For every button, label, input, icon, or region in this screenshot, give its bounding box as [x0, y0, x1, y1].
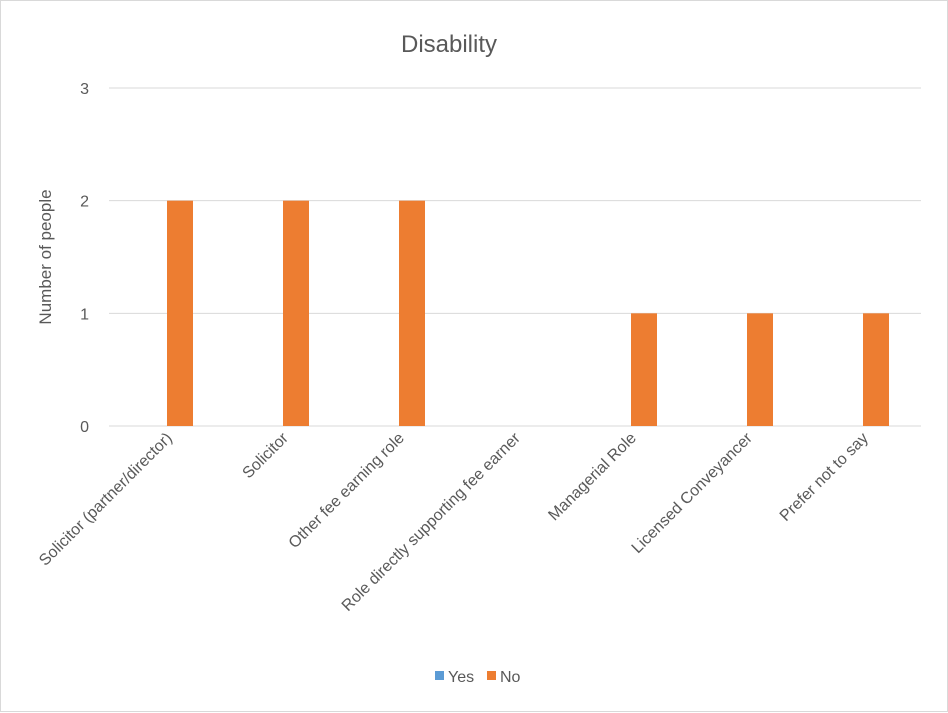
x-tick-label: Solicitor [240, 429, 293, 482]
bars [167, 200, 889, 426]
legend-swatch-yes [435, 671, 444, 680]
bar-no-4 [631, 313, 657, 426]
x-tick-label: Managerial Role [545, 430, 639, 524]
y-axis-ticks: 0 1 2 3 [80, 81, 89, 436]
legend-swatch-no [487, 671, 496, 680]
bar-no-5 [747, 313, 773, 426]
y-tick-label: 3 [80, 81, 89, 98]
chart-title: Disability [401, 31, 497, 58]
y-axis-label: Number of people [36, 189, 55, 324]
legend-label-yes: Yes [448, 669, 474, 686]
x-tick-label: Prefer not to say [777, 430, 872, 525]
x-tick-label: Role directly supporting fee earner [339, 429, 524, 614]
x-tick-label: Other fee earning role [286, 430, 408, 552]
bar-no-6 [863, 313, 889, 426]
bar-no-2 [399, 200, 425, 426]
y-tick-label: 0 [80, 419, 89, 436]
y-tick-label: 2 [80, 194, 89, 211]
x-tick-label: Solicitor (partner/director) [36, 430, 176, 570]
bar-no-1 [283, 200, 309, 426]
bar-no-0 [167, 200, 193, 426]
x-tick-label: Licensed Conveyancer [629, 429, 757, 557]
legend: Yes No [435, 669, 521, 686]
x-axis-ticks: Solicitor (partner/director) SolicitorOth… [36, 429, 872, 614]
y-tick-label: 1 [80, 306, 89, 323]
gridlines [109, 87, 921, 427]
legend-label-no: No [500, 669, 521, 686]
